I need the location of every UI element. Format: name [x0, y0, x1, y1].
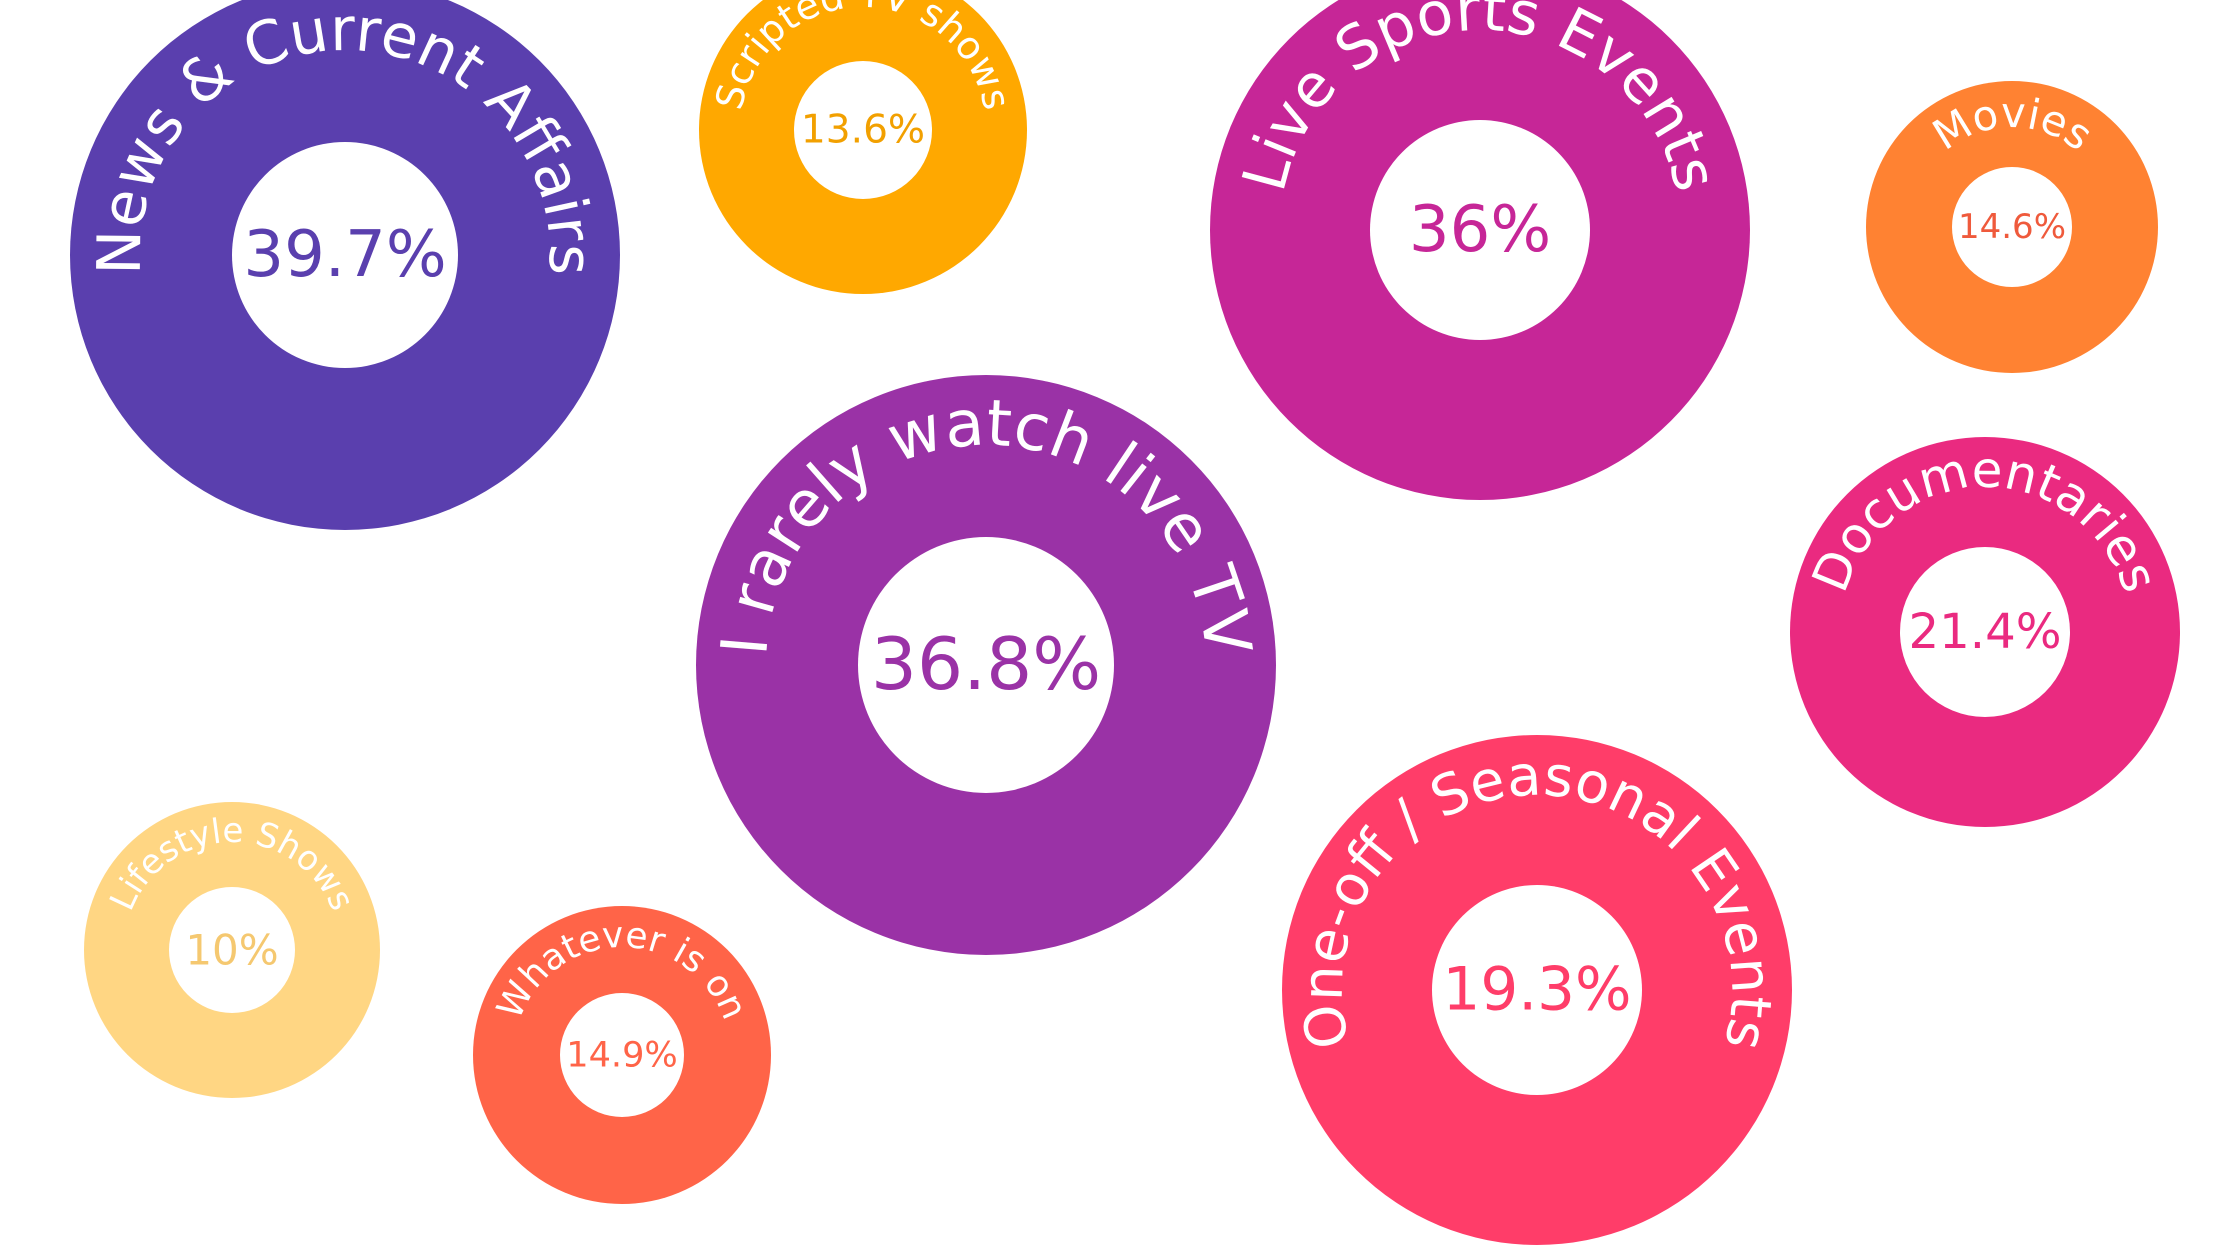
- bubble-value-movies: 14.6%: [1958, 207, 2066, 247]
- bubble-hole-scripted-tv-shows: [794, 61, 932, 199]
- bubble-value-live-sports-events: 36%: [1409, 193, 1551, 267]
- bubble-value-news-current-affairs: 39.7%: [243, 218, 446, 292]
- bubble-value-scripted-tv-shows: 13.6%: [801, 108, 925, 153]
- bubble-hole-i-rarely-watch-live-tv: [858, 537, 1114, 793]
- bubble-value-i-rarely-watch-live-tv: 36.8%: [871, 623, 1101, 707]
- bubble-hole-lifestyle-shows: [169, 887, 295, 1013]
- bubble-value-lifestyle-shows: 10%: [185, 926, 278, 975]
- bubble-hole-movies: [1952, 167, 2072, 287]
- bubble-hole-news-current-affairs: [232, 142, 458, 368]
- bubble-value-documentaries: 21.4%: [1908, 604, 2061, 660]
- bubble-hole-one-off-seasonal-events: [1432, 885, 1642, 1095]
- bubble-hole-whatever-is-on: [560, 993, 684, 1117]
- bubble-hole-documentaries: [1900, 547, 2070, 717]
- bubble-value-whatever-is-on: 14.9%: [566, 1035, 677, 1076]
- bubble-hole-live-sports-events: [1370, 120, 1590, 340]
- bubble-value-one-off-seasonal-events: 19.3%: [1442, 956, 1631, 1025]
